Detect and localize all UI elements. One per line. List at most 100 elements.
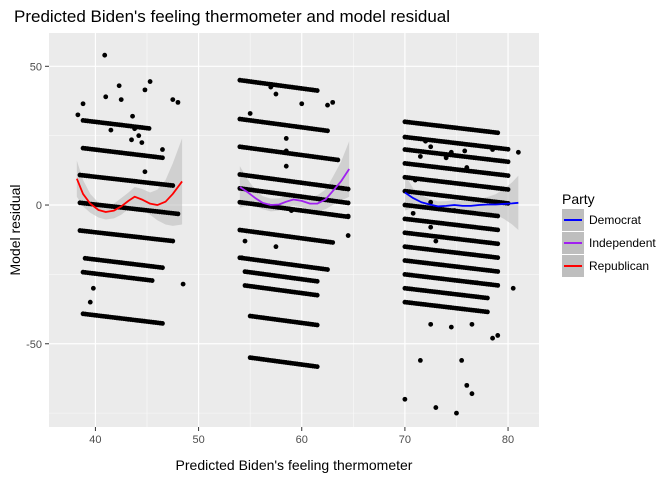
data-point xyxy=(452,208,457,213)
data-point xyxy=(469,391,475,397)
data-point xyxy=(314,364,320,370)
x-tick-label: 40 xyxy=(89,434,101,446)
data-point xyxy=(490,147,495,152)
grid-minor xyxy=(49,33,539,427)
data-point xyxy=(495,333,501,338)
data-point xyxy=(505,187,511,192)
data-point xyxy=(464,382,470,388)
y-tick-label: 0 xyxy=(36,200,42,212)
data-point xyxy=(485,309,490,315)
data-point xyxy=(443,155,449,161)
data-point xyxy=(490,335,495,341)
data-point xyxy=(180,281,186,287)
data-point xyxy=(345,200,351,206)
data-point xyxy=(433,238,439,244)
data-point xyxy=(90,285,96,291)
data-point xyxy=(454,410,459,416)
data-point xyxy=(495,213,501,219)
data-point xyxy=(428,224,434,230)
data-point xyxy=(160,155,165,161)
data-point xyxy=(410,210,416,216)
data-point xyxy=(402,396,408,402)
plot-panel xyxy=(49,33,539,427)
data-point xyxy=(132,126,138,132)
data-point xyxy=(170,97,176,102)
data-point xyxy=(242,238,248,244)
ribbon-independent xyxy=(239,141,350,212)
data-point xyxy=(314,322,320,328)
data-point xyxy=(102,52,108,58)
data-point xyxy=(129,137,134,143)
data-point xyxy=(299,101,305,107)
data-point xyxy=(462,148,468,154)
data-point xyxy=(345,233,351,238)
data-point xyxy=(314,88,320,93)
data-point xyxy=(505,146,511,152)
data-point xyxy=(325,267,330,272)
smooth-line-republican xyxy=(76,178,183,213)
data-point xyxy=(345,186,351,192)
data-point xyxy=(283,148,289,154)
data-point xyxy=(464,165,470,170)
data-point xyxy=(515,149,521,155)
data-point xyxy=(247,111,253,116)
data-point xyxy=(428,321,434,327)
data-point xyxy=(325,102,330,108)
y-tick-label: -50 xyxy=(26,339,42,351)
data-point xyxy=(170,238,176,244)
data-point xyxy=(505,173,511,179)
legend-label-republican: Republican xyxy=(589,259,649,273)
data-point xyxy=(283,163,289,169)
data-point xyxy=(142,87,148,93)
x-tick-label: 80 xyxy=(502,434,514,446)
data-point xyxy=(448,149,454,155)
data-point xyxy=(335,157,341,163)
data-point xyxy=(273,91,279,97)
x-axis-title: Predicted Biden's feeling thermometer xyxy=(176,457,413,473)
data-point xyxy=(239,255,245,261)
data-point xyxy=(345,213,351,219)
data-point xyxy=(146,125,152,131)
data-point xyxy=(495,227,501,233)
data-point xyxy=(118,97,124,102)
data-point xyxy=(273,244,279,250)
data-point xyxy=(417,154,423,159)
x-tick-label: 70 xyxy=(399,434,411,446)
data-point xyxy=(160,147,165,152)
data-point xyxy=(147,79,153,84)
legend-item-democrat: Democrat xyxy=(562,209,642,231)
legend-item-independent: Independent xyxy=(562,232,656,254)
legend-label-democrat: Democrat xyxy=(589,213,642,227)
data-point xyxy=(139,140,145,145)
data-point xyxy=(412,177,418,183)
ribbon-democrat xyxy=(404,174,519,230)
y-axis-title: Model residual xyxy=(7,184,23,275)
data-point xyxy=(459,358,465,363)
data-point xyxy=(160,321,165,326)
data-point xyxy=(474,280,480,286)
legend-title: Party xyxy=(562,191,595,207)
data-point xyxy=(136,133,142,139)
data-point xyxy=(433,405,439,410)
x-tick-label: 50 xyxy=(192,434,204,446)
data-point xyxy=(505,159,511,165)
data-point xyxy=(175,99,181,105)
data-point xyxy=(80,101,86,107)
data-point xyxy=(149,278,155,283)
data-point xyxy=(268,84,274,90)
data-point xyxy=(130,113,135,119)
data-point xyxy=(108,127,114,133)
data-point xyxy=(495,130,501,136)
data-point xyxy=(495,269,501,274)
data-point xyxy=(325,128,330,134)
data-point xyxy=(495,282,501,288)
data-point xyxy=(510,285,516,291)
x-tick-label: 60 xyxy=(296,434,308,446)
data-point xyxy=(340,185,346,191)
axis-ticks: 40 50 60 70 80 -50 0 50 xyxy=(26,61,514,446)
data-point xyxy=(289,208,294,213)
data-point xyxy=(175,211,181,217)
smooth-lines xyxy=(76,168,519,213)
data-point xyxy=(428,199,434,205)
